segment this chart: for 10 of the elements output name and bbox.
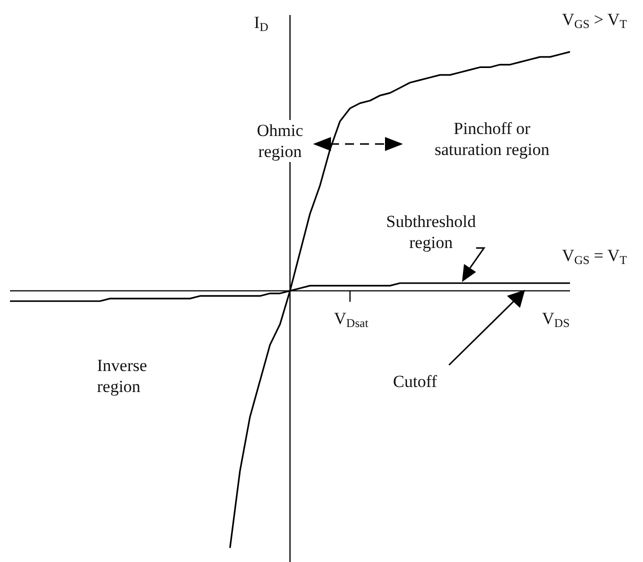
annotation: Ohmic region [256,120,304,162]
annotation: Cutoff [393,371,438,392]
annotation: V$_{Dsat}$ [334,308,368,330]
series-label: V$_{GS}$ = V$_{T}$ [562,245,627,268]
annotation: Inverse region [97,355,148,397]
x-axis-title: V$_{DS}$ [542,308,570,330]
annotation: Pinchoff or saturation region [434,118,550,160]
series-label: V$_{GS}$ > V$_{T}$ [562,8,627,31]
annotation: Subthreshold region [386,211,476,253]
y-axis-title: I$_{D}$ [254,12,268,34]
